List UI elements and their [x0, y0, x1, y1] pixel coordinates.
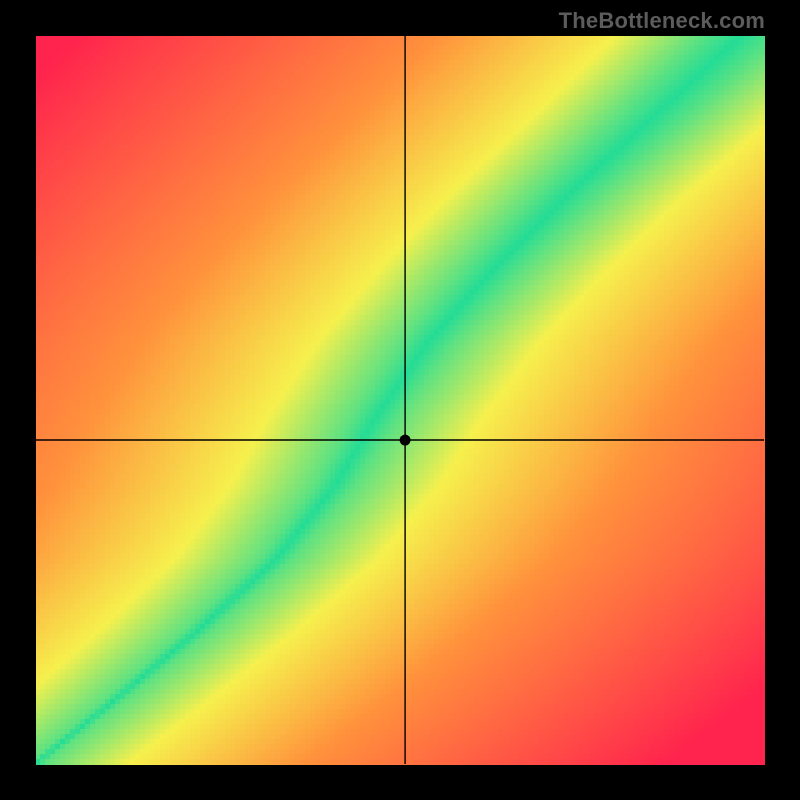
watermark-text: TheBottleneck.com: [559, 8, 765, 34]
heatmap-canvas: [0, 0, 800, 800]
chart-container: TheBottleneck.com: [0, 0, 800, 800]
